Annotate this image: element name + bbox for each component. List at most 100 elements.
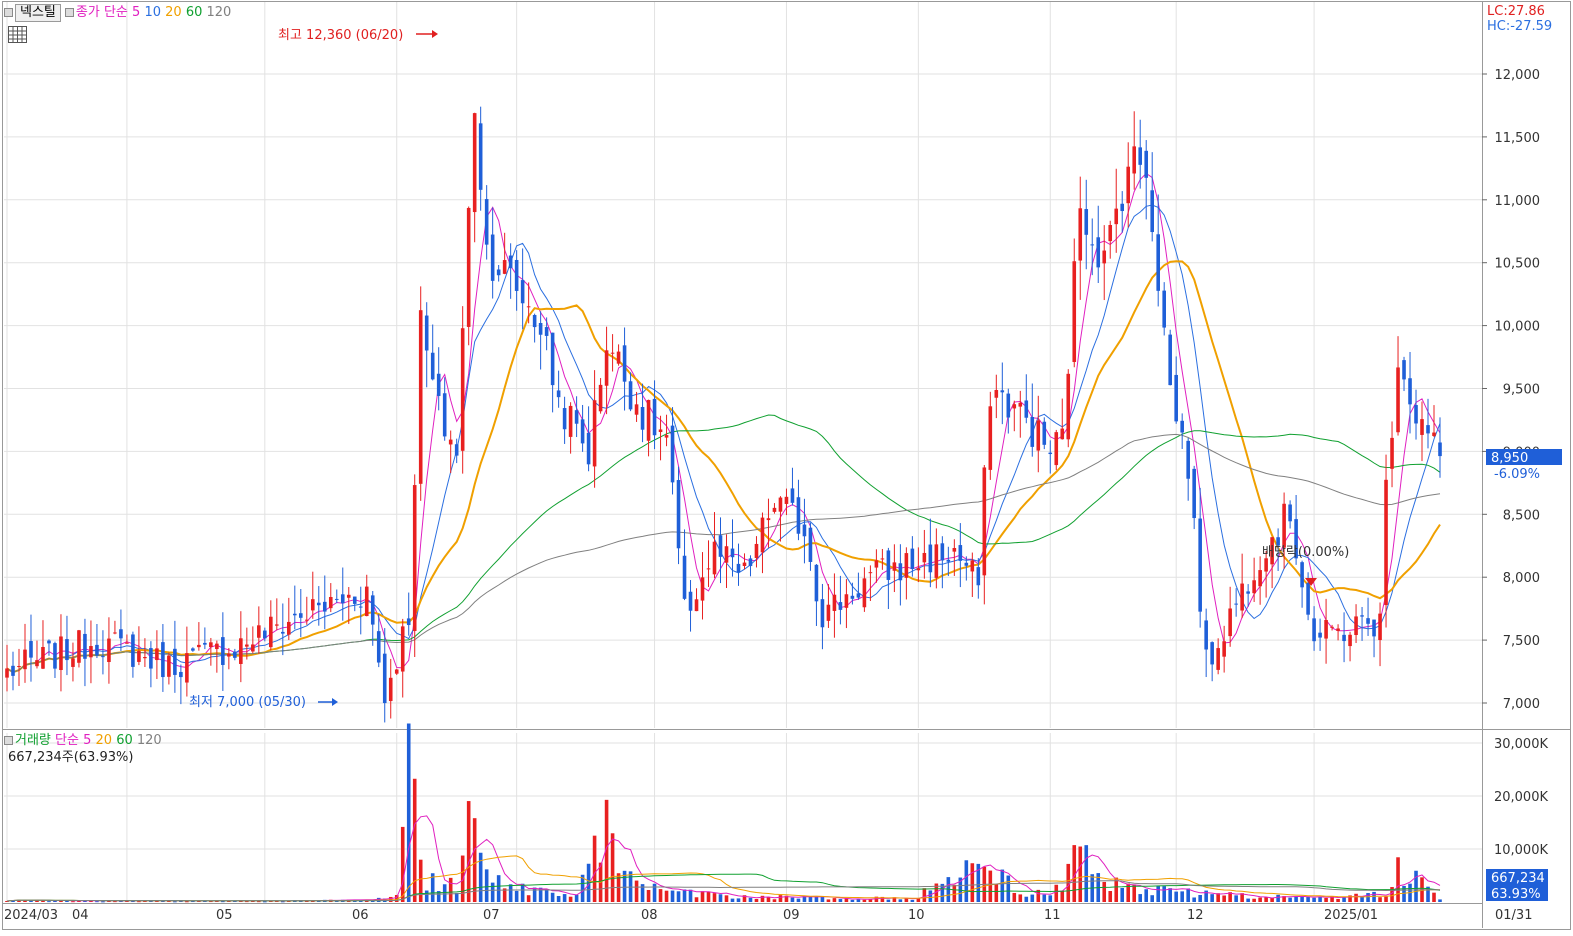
volume-bar bbox=[682, 889, 687, 902]
candle bbox=[814, 564, 819, 626]
volume-bar bbox=[688, 889, 693, 902]
candle bbox=[1342, 612, 1346, 663]
legend-ma20[interactable]: 20 bbox=[165, 5, 182, 20]
candle bbox=[293, 585, 297, 630]
legend-ma120[interactable]: 120 bbox=[206, 5, 232, 20]
candle bbox=[5, 644, 9, 692]
volume-bar bbox=[1072, 845, 1077, 902]
volume-bar bbox=[814, 896, 819, 902]
candle-body bbox=[191, 648, 195, 651]
candle-body bbox=[71, 658, 75, 667]
candle-body bbox=[664, 435, 669, 438]
candle-body bbox=[568, 405, 573, 437]
candle-body bbox=[466, 207, 471, 327]
candle bbox=[1018, 390, 1023, 438]
legend-chip[interactable] bbox=[4, 8, 13, 17]
volume-ma120-line bbox=[6, 880, 1440, 902]
volume-bar bbox=[940, 883, 945, 902]
candle-body bbox=[1138, 147, 1143, 165]
candle-body bbox=[1228, 608, 1232, 637]
volume-bar bbox=[670, 890, 675, 902]
volume-bar bbox=[1042, 894, 1047, 902]
candle bbox=[1258, 556, 1262, 605]
candle-body bbox=[454, 444, 459, 456]
candle-body bbox=[544, 327, 549, 336]
candle bbox=[209, 637, 213, 666]
candle-body bbox=[1288, 504, 1292, 522]
vol-legend-ma5[interactable]: 5 bbox=[83, 733, 92, 748]
volume-bar bbox=[838, 899, 843, 902]
volume-bar bbox=[1330, 896, 1334, 902]
volume-bar bbox=[442, 884, 447, 902]
candle bbox=[191, 647, 195, 652]
volume-bar bbox=[484, 869, 489, 902]
legend-ma10[interactable]: 10 bbox=[144, 5, 161, 20]
vol-legend-ma20[interactable]: 20 bbox=[95, 733, 113, 748]
date-tick-label: 06 bbox=[352, 908, 369, 923]
candle bbox=[970, 552, 975, 597]
candle bbox=[700, 552, 705, 620]
volume-bar bbox=[562, 894, 567, 902]
price-legend-prefix: 종가 단순 bbox=[75, 5, 128, 20]
last-volume-pct: 63.93% bbox=[1491, 887, 1541, 902]
candle-body bbox=[113, 632, 117, 634]
legend-chip[interactable] bbox=[4, 736, 13, 745]
vol-legend-ma120[interactable]: 120 bbox=[136, 733, 162, 748]
last-price-marker bbox=[1486, 449, 1562, 465]
candle bbox=[1186, 437, 1190, 501]
candle-body bbox=[958, 545, 963, 561]
candle bbox=[382, 628, 387, 723]
volume-bar bbox=[1396, 857, 1400, 902]
candle-body bbox=[197, 644, 201, 648]
candle bbox=[886, 547, 891, 610]
candle-body bbox=[155, 648, 159, 661]
candle-body bbox=[916, 568, 921, 571]
volume-bar bbox=[580, 874, 585, 902]
stock-name-button[interactable]: 넥스틸 bbox=[15, 4, 61, 22]
candle bbox=[1414, 389, 1418, 440]
candle-body bbox=[209, 642, 213, 648]
candle bbox=[388, 658, 393, 719]
candle bbox=[11, 651, 15, 691]
candle bbox=[832, 573, 837, 638]
candle bbox=[322, 575, 327, 630]
volume-bar bbox=[556, 896, 561, 902]
vol-legend-ma60[interactable]: 60 bbox=[116, 733, 133, 748]
candle bbox=[478, 106, 483, 211]
candle-body bbox=[976, 567, 981, 586]
candle-body bbox=[430, 352, 435, 380]
candle bbox=[203, 627, 207, 650]
candle-body bbox=[1204, 620, 1208, 650]
candle-body bbox=[1024, 400, 1029, 418]
volume-bar bbox=[29, 900, 33, 902]
moving-averages bbox=[6, 172, 1441, 674]
candle-body bbox=[1372, 619, 1376, 637]
candle bbox=[1174, 356, 1178, 424]
candle bbox=[892, 544, 897, 593]
candle-body bbox=[640, 407, 645, 430]
volume-bar bbox=[934, 883, 939, 902]
legend-chip[interactable] bbox=[64, 8, 74, 17]
candle bbox=[287, 597, 291, 640]
candle bbox=[143, 638, 147, 667]
candle bbox=[472, 112, 477, 243]
volume-method: 단순 bbox=[55, 733, 79, 748]
candle-body bbox=[1240, 583, 1244, 611]
candle-body bbox=[598, 384, 603, 412]
candle-body bbox=[418, 310, 423, 484]
candle bbox=[778, 496, 783, 542]
volume-bar bbox=[1366, 893, 1370, 902]
candle-body bbox=[263, 630, 267, 639]
candle-body bbox=[1132, 146, 1137, 174]
legend-ma5[interactable]: 5 bbox=[132, 5, 141, 20]
legend-ma60[interactable]: 60 bbox=[185, 5, 203, 20]
volume-bar bbox=[1048, 895, 1053, 902]
last-volume-value: 667,234 bbox=[1491, 871, 1545, 886]
candle-body bbox=[161, 642, 165, 678]
table-view-icon[interactable] bbox=[8, 26, 27, 43]
candle bbox=[77, 629, 81, 668]
volume-bar bbox=[730, 898, 735, 902]
candle-body bbox=[1246, 591, 1250, 594]
candle-body bbox=[934, 544, 939, 578]
